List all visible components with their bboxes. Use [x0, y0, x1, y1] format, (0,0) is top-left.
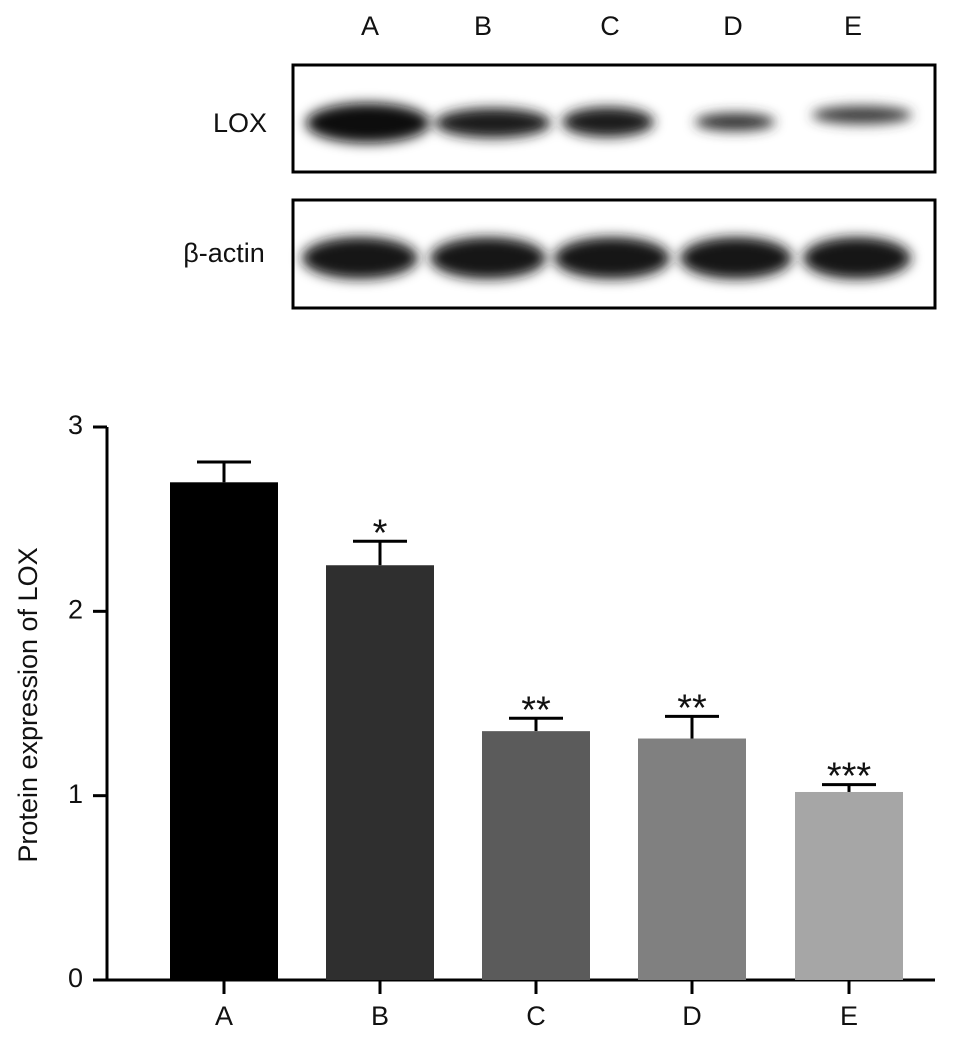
blot-row-label: LOX — [213, 108, 267, 138]
significance: * — [373, 512, 388, 554]
band — [812, 106, 912, 124]
y-tick-label: 1 — [68, 779, 83, 809]
band — [302, 237, 418, 279]
lane-label: E — [844, 11, 862, 41]
significance: ** — [521, 689, 551, 731]
x-tick-label: A — [215, 1001, 233, 1031]
band — [306, 103, 430, 143]
lane-label: C — [600, 11, 620, 41]
bar — [482, 731, 590, 980]
x-tick-label: C — [526, 1001, 546, 1031]
y-tick-label: 0 — [68, 963, 83, 993]
lane-label: A — [361, 11, 379, 41]
band — [695, 113, 775, 131]
western-blot: LOX β-actin — [183, 63, 937, 310]
bar — [638, 738, 746, 980]
band — [803, 237, 911, 279]
blot-row-label: β-actin — [183, 238, 265, 268]
x-tick-label: B — [371, 1001, 389, 1031]
bar — [170, 482, 278, 980]
y-axis-label: Protein expression of LOX — [13, 547, 43, 862]
band — [554, 237, 670, 279]
x-tick-label: D — [682, 1001, 702, 1031]
blot-bands — [302, 103, 912, 279]
x-tick-label: E — [840, 1001, 858, 1031]
y-tick-label: 2 — [68, 594, 83, 624]
lane-label: B — [474, 11, 492, 41]
band — [430, 237, 546, 279]
band — [435, 108, 551, 138]
band — [680, 237, 792, 279]
band — [562, 107, 654, 137]
bar — [795, 791, 903, 980]
significance: *** — [827, 756, 872, 798]
bar — [326, 565, 434, 980]
significance: ** — [677, 687, 707, 729]
y-tick-label: 3 — [68, 410, 83, 440]
lane-label: D — [723, 11, 743, 41]
